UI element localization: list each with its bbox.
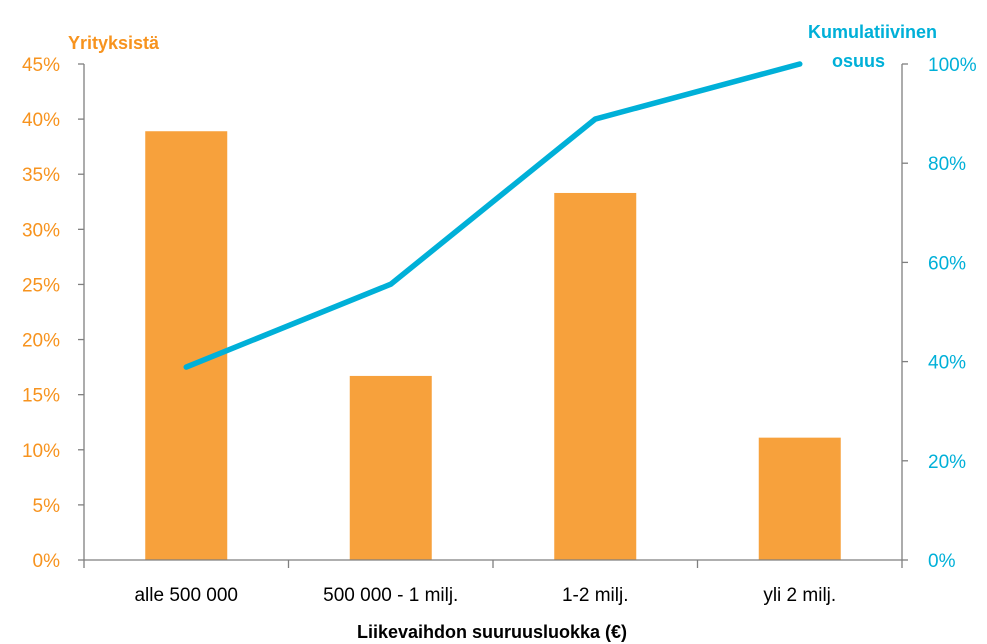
left-y-tick-label: 20% [22,331,60,352]
x-axis-title: Liikevaihdon suuruusluokka (€) [357,622,627,642]
x-tick-label: alle 500 000 [134,585,238,606]
left-y-tick-label: 40% [22,110,60,131]
left-y-tick-label: 0% [33,551,61,572]
bar [758,437,841,560]
bar [145,131,228,561]
right-y-tick-label: 20% [928,452,966,473]
right-y-tick-label: 40% [928,353,966,374]
left-y-tick-label: 5% [33,496,61,517]
right-axis-title-line-2: osuus [832,51,885,71]
x-tick-label: 500 000 - 1 milj. [323,585,458,606]
right-y-tick-labels: 0% 20% 40% 60% 80% 100% [928,55,977,572]
left-y-tick-label: 10% [22,441,60,462]
left-y-tick-label: 15% [22,386,60,407]
left-y-tick-label: 45% [22,55,60,76]
right-y-tick-label: 0% [928,551,956,572]
left-y-tick-labels: 0% 5% 10% 15% 20% 25% 30% 35% 40% 45% [22,55,60,572]
bar [349,375,432,560]
right-y-tick-label: 80% [928,154,966,175]
right-axis-title-line-1: Kumulatiivinen [808,22,937,42]
axes-layer [78,63,908,568]
left-y-tick-label: 35% [22,165,60,186]
cumulative-line [183,61,803,370]
cumulative-line-layer [183,61,803,370]
right-y-tick-label: 100% [928,55,977,76]
x-tick-label: yli 2 milj. [763,585,836,606]
left-y-tick-label: 25% [22,275,60,296]
bars-layer [145,131,841,561]
left-y-tick-label: 30% [22,220,60,241]
x-tick-labels: alle 500 000 500 000 - 1 milj. 1-2 milj. yl… [134,585,836,606]
x-tick-label: 1-2 milj. [562,585,629,606]
left-axis-title: Yrityksistä [68,33,160,53]
right-y-tick-label: 60% [928,253,966,274]
bar [554,192,637,560]
